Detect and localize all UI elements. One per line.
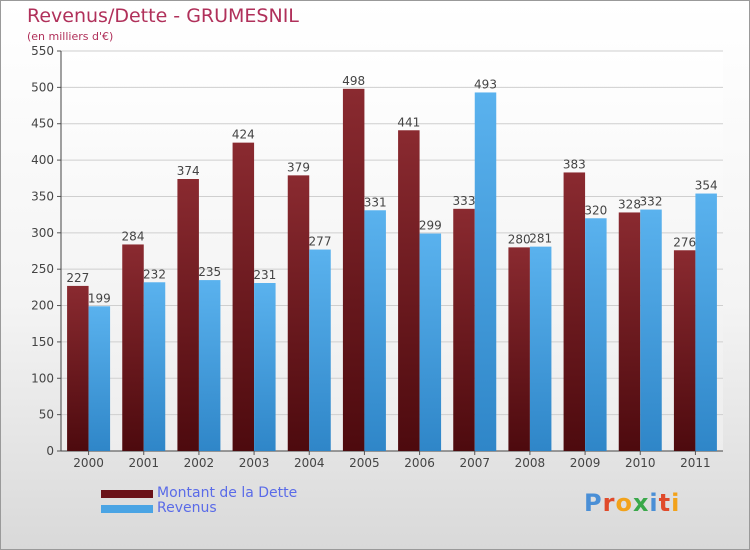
data-label-debt: 280 <box>508 232 531 246</box>
y-tick-label: 150 <box>31 335 54 349</box>
data-label-debt: 284 <box>122 229 145 243</box>
y-tick-label: 550 <box>31 44 54 58</box>
data-label-debt: 374 <box>177 164 200 178</box>
legend-swatch-revenue <box>101 505 153 513</box>
y-tick-label: 200 <box>31 299 54 313</box>
data-label-revenue: 231 <box>253 268 276 282</box>
data-label-debt: 328 <box>618 197 641 211</box>
bar-revenue <box>309 249 331 451</box>
y-tick-label: 100 <box>31 371 54 385</box>
bar-revenue <box>364 210 386 451</box>
x-tick-label: 2010 <box>625 456 656 470</box>
y-tick-label: 350 <box>31 189 54 203</box>
data-label-revenue: 332 <box>640 195 663 209</box>
logo-letter: r <box>602 489 616 517</box>
bar-debt <box>563 172 586 452</box>
data-label-revenue: 354 <box>695 179 718 193</box>
bar-debt <box>232 142 255 452</box>
legend-label-revenue: Revenus <box>157 500 217 516</box>
data-label-debt: 333 <box>453 194 476 208</box>
y-tick-label: 400 <box>31 153 54 167</box>
x-tick-label: 2006 <box>404 456 435 470</box>
x-tick-label: 2000 <box>73 456 104 470</box>
logo-letter: t <box>658 489 672 517</box>
x-tick-label: 2008 <box>515 456 546 470</box>
x-tick-label: 2004 <box>294 456 325 470</box>
data-label-debt: 276 <box>673 235 696 249</box>
data-label-debt: 424 <box>232 128 255 142</box>
data-label-debt: 227 <box>66 271 89 285</box>
bar-revenue <box>640 209 662 451</box>
bar-revenue <box>88 306 111 451</box>
data-label-revenue: 320 <box>584 203 607 217</box>
y-tick-label: 50 <box>39 408 54 422</box>
x-tick-label: 2007 <box>459 456 490 470</box>
chart-subtitle: (en milliers d'€) <box>27 30 114 43</box>
bar-debt <box>177 179 199 451</box>
data-label-revenue: 235 <box>198 265 221 279</box>
logo-letter: i <box>671 489 681 517</box>
x-tick-label: 2002 <box>184 456 215 470</box>
bar-debt <box>453 208 475 451</box>
legend-label-debt: Montant de la Dette <box>157 485 298 501</box>
logo-letter: i <box>649 489 659 517</box>
y-tick-label: 450 <box>31 117 54 131</box>
data-label-revenue: 232 <box>143 267 166 281</box>
logo-letter: o <box>615 489 633 517</box>
bar-revenue <box>695 193 717 451</box>
data-label-revenue: 299 <box>419 219 442 233</box>
bar-revenue <box>254 283 276 451</box>
chart-title: Revenus/Dette - GRUMESNIL <box>27 5 299 27</box>
data-label-revenue: 493 <box>474 77 497 91</box>
data-label-debt: 498 <box>342 74 365 88</box>
bar-revenue <box>585 218 607 451</box>
data-label-debt: 383 <box>563 157 586 171</box>
bar-revenue <box>198 280 221 451</box>
bar-debt <box>618 212 641 451</box>
y-tick-label: 300 <box>31 226 54 240</box>
bar-revenue <box>529 246 552 451</box>
y-tick-label: 250 <box>31 262 54 276</box>
x-tick-label: 2001 <box>128 456 159 470</box>
plot-area <box>61 51 723 451</box>
x-tick-label: 2009 <box>570 456 601 470</box>
bar-debt <box>287 175 310 451</box>
proxiti-logo: Proxiti <box>584 489 680 517</box>
bar-debt <box>673 250 696 451</box>
y-tick-label: 500 <box>31 80 54 94</box>
logo-letter: x <box>632 489 650 517</box>
data-label-debt: 379 <box>287 160 310 174</box>
bar-debt <box>342 88 365 452</box>
x-tick-label: 2005 <box>349 456 380 470</box>
bar-debt <box>508 247 530 451</box>
bar-debt <box>122 244 144 451</box>
y-tick-label: 0 <box>46 444 54 458</box>
data-label-revenue: 277 <box>309 235 332 249</box>
data-label-revenue: 281 <box>529 232 552 246</box>
logo-letter: P <box>584 489 603 517</box>
x-tick-label: 2011 <box>680 456 711 470</box>
bar-revenue <box>143 282 166 451</box>
bar-revenue <box>474 92 497 452</box>
bar-debt <box>67 285 89 451</box>
bar-revenue <box>419 233 442 451</box>
data-label-debt: 441 <box>397 115 420 129</box>
data-label-revenue: 199 <box>88 291 111 305</box>
legend-swatch-debt <box>101 490 153 498</box>
data-label-revenue: 331 <box>364 195 387 209</box>
bar-debt <box>398 130 420 452</box>
x-tick-label: 2003 <box>239 456 270 470</box>
